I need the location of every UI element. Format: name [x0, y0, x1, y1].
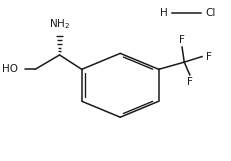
Text: F: F: [186, 77, 192, 87]
Text: NH$_2$: NH$_2$: [49, 17, 70, 31]
Text: F: F: [206, 52, 211, 62]
Text: F: F: [178, 35, 184, 45]
Text: H: H: [160, 9, 167, 19]
Text: Cl: Cl: [205, 9, 215, 19]
Text: HO: HO: [3, 64, 18, 74]
